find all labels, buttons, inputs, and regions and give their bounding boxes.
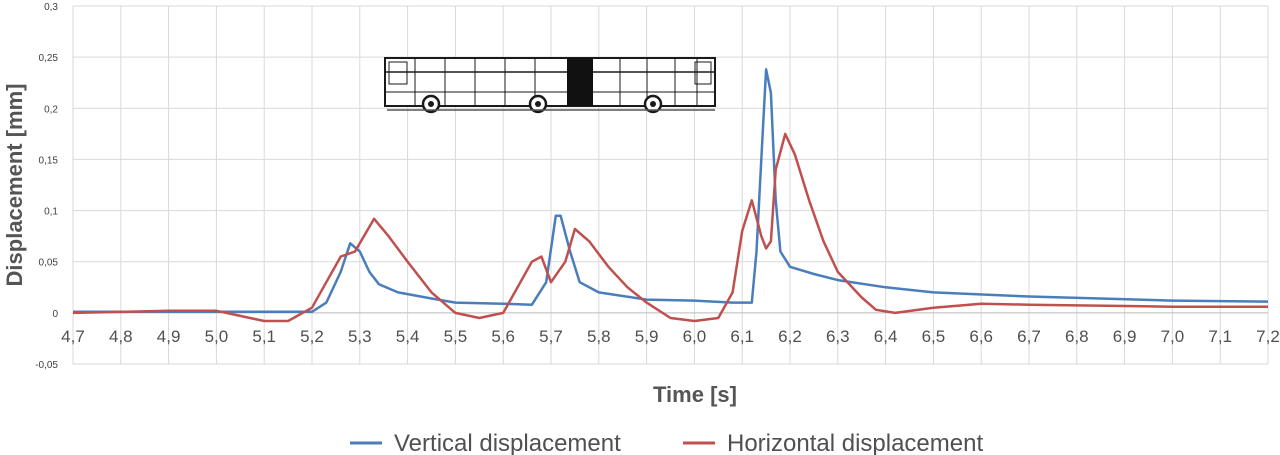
x-tick-label: 5,1: [252, 327, 276, 346]
x-tick-label: 6,2: [778, 327, 802, 346]
legend: Vertical displacement Horizontal displac…: [350, 430, 983, 455]
y-axis-title: Displacement [mm]: [2, 84, 27, 287]
legend-label-vertical: Vertical displacement: [394, 430, 621, 455]
series-line-vertical: [73, 68, 1269, 314]
x-tick-label: 4,8: [109, 327, 133, 346]
x-tick-label: 6,0: [683, 327, 707, 346]
x-tick-label: 5,2: [300, 327, 324, 346]
x-tick-label: 5,5: [444, 327, 468, 346]
x-tick-label: 5,7: [539, 327, 563, 346]
y-tick-label: 0,05: [39, 258, 59, 269]
x-tick-label: 5,3: [348, 327, 372, 346]
y-tick-label: 0,2: [44, 104, 58, 115]
x-tick-label: 7,0: [1161, 327, 1185, 346]
series-line-horizontal: [72, 132, 1268, 323]
x-tick-label: 5,6: [491, 327, 515, 346]
x-tick-label: 6,4: [874, 327, 898, 346]
x-tick-label: 4,7: [61, 327, 85, 346]
x-tick-label: 6,6: [969, 327, 993, 346]
x-tick-label: 5,9: [635, 327, 659, 346]
x-axis-title: Time [s]: [653, 382, 737, 407]
x-tick-label: 7,1: [1208, 327, 1232, 346]
y-tick-label: -0,05: [35, 360, 58, 371]
y-tick-labels: -0,05 0 0,05 0,1 0,15 0,2 0,25 0,3: [35, 2, 58, 371]
x-tick-label: 5,8: [587, 327, 611, 346]
legend-label-horizontal: Horizontal displacement: [727, 430, 983, 455]
x-tick-label: 6,5: [922, 327, 946, 346]
series-lines: [72, 68, 1269, 323]
y-tick-label: 0,1: [44, 207, 58, 218]
gridlines: [72, 5, 1269, 365]
bus-icon: [384, 57, 716, 114]
x-tick-label: 4,9: [157, 327, 181, 346]
x-tick-label: 6,9: [1113, 327, 1137, 346]
x-tick-label: 5,0: [205, 327, 229, 346]
x-tick-label: 7,2: [1256, 327, 1280, 346]
x-tick-label: 6,7: [1017, 327, 1041, 346]
x-tick-label: 6,1: [730, 327, 754, 346]
y-tick-label: 0,15: [39, 155, 59, 166]
y-tick-label: 0,3: [44, 2, 58, 13]
x-tick-label: 6,3: [826, 327, 850, 346]
x-tick-label: 5,4: [396, 327, 420, 346]
x-tick-label: 6,8: [1065, 327, 1089, 346]
y-tick-label: 0: [52, 309, 58, 320]
x-tick-labels: 4,7 4,8 4,9 5,0 5,1 5,2 5,3 5,4 5,5 5,6 5,7 5,8 5,9 6…: [61, 327, 1280, 346]
y-tick-label: 0,25: [39, 53, 59, 64]
